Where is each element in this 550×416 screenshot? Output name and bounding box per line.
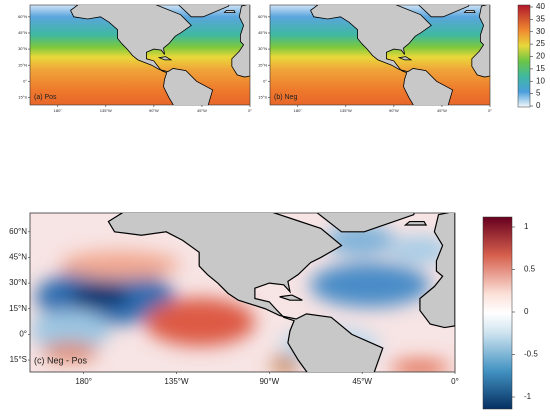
landmass [471,5,490,78]
lon-label: 0° [451,377,459,386]
lon-label: 180° [294,108,303,113]
colorbar-label: 0 [536,101,541,110]
landmass [223,9,236,13]
land [107,213,455,372]
colorbar-label: 25 [536,39,545,48]
lat-label: 0° [263,78,267,83]
colorbar-label: 20 [536,52,545,61]
lon-label: 180° [54,108,63,113]
colorbar-label: 10 [536,76,545,85]
landmass [419,213,455,329]
lon-label: 90°W [149,108,159,113]
lat-label: 60°N [9,227,27,236]
lat-label: 60°N [258,14,267,19]
land [70,5,250,105]
panel-label: (b) Neg [274,94,297,101]
lat-label: 15°S [18,95,27,100]
lon-label: 45°W [437,108,447,113]
colorbar-label: -0.5 [524,350,538,359]
colorbar-label: 15 [536,64,545,73]
landmass [418,5,470,18]
lon-label: 135°W [100,108,112,113]
lon-label: 45°W [197,108,207,113]
lon-label: 135°W [164,377,189,386]
lat-label: 45°N [18,30,27,35]
landmass [70,5,214,105]
lat-label: 30°N [18,46,27,51]
lon-label: 90°W [259,377,279,386]
colorbar-label: 0 [524,307,529,316]
colorbar-label: 35 [536,14,545,23]
panel-label: (c) Neg - Pos [34,355,88,365]
lat-label: 15°N [258,62,267,67]
landmass [157,56,173,61]
lat-label: 45°N [9,253,27,262]
landmass [316,213,415,233]
colorbar-label: 40 [536,2,545,11]
colorbar-label: 5 [536,89,541,98]
lat-label: 60°N [18,14,27,19]
land [310,5,490,105]
panel-label: (a) Pos [34,94,57,101]
colorbar-label: 30 [536,27,545,36]
lat-label: 15°N [18,62,27,67]
landmass [310,5,454,105]
colorbar-label: 1 [524,222,529,231]
lat-label: 15°S [258,95,267,100]
colorbar-label: -1 [524,392,532,401]
lon-label: 90°W [389,108,399,113]
lon-label: 0° [488,108,492,113]
lon-label: 45°W [352,377,372,386]
landmass [397,56,413,61]
colorbar [517,4,531,108]
lat-label: 0° [23,78,27,83]
landmass [231,5,250,78]
lon-label: 180° [75,377,92,386]
landmass [178,5,230,18]
lon-label: 0° [248,108,252,113]
colorbar-label: 0.5 [524,265,536,274]
lat-label: 15°S [10,355,27,364]
lat-label: 45°N [258,30,267,35]
landmass [403,220,428,226]
lat-label: 30°N [9,278,27,287]
lon-label: 135°W [340,108,352,113]
lat-label: 15°N [9,304,27,313]
landmass [107,213,384,372]
landmass [463,9,476,13]
colorbar [482,216,513,410]
landmass [279,294,303,301]
lat-label: 30°N [258,46,267,51]
lat-label: 0° [19,329,27,338]
